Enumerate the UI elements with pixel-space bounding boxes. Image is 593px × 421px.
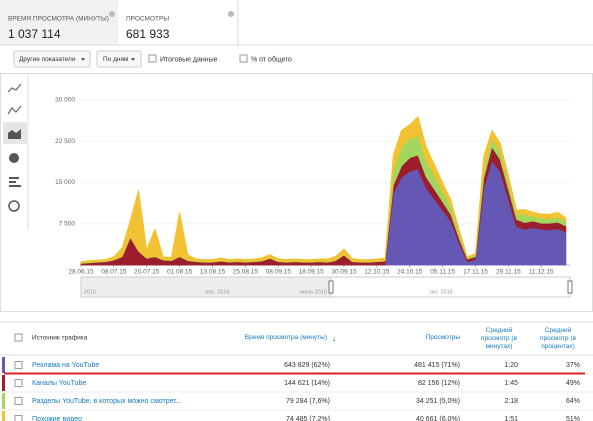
table-cell: 79 284 (7,6%) [286, 398, 330, 405]
metric-label: ПРОСМОТРЫ [126, 16, 169, 23]
multi-line-icon[interactable] [7, 105, 22, 115]
bar-chart-icon[interactable] [9, 177, 21, 187]
y-tick-label: 22 500 [55, 138, 75, 145]
y-tick-label: 30 000 [55, 97, 75, 104]
table-cell: 82 156 (12%) [418, 380, 460, 387]
y-tick-label: 15 000 [55, 179, 75, 186]
help-icon[interactable] [228, 11, 234, 17]
navigator-label: июль 2015 [300, 289, 327, 295]
table-cell: 74 485 (7,2%) [286, 416, 330, 421]
x-tick-label: 05.11.15 [430, 269, 455, 276]
metric-card-selected[interactable] [0, 0, 118, 45]
table-header[interactable]: Время просмотра (минуты) [244, 334, 327, 341]
x-tick-label: 18.09.15 [298, 269, 324, 276]
navigator-label: окт. 2015 [430, 289, 453, 295]
navigator-label: апр. 2015 [205, 289, 229, 295]
row-color [2, 375, 5, 391]
x-tick-label: 28.06.15 [68, 269, 94, 276]
metric-value: 681 933 [126, 27, 170, 41]
table-cell: 1:51 [504, 416, 518, 421]
table-cell: 481 415 (71%) [414, 362, 460, 369]
table-header[interactable]: Просмотры [425, 334, 460, 341]
source-link[interactable]: Похожие видео [32, 416, 82, 421]
x-tick-label: 08.07.15 [101, 269, 127, 276]
source-link[interactable]: Реклама на YouTube [32, 362, 99, 369]
navigator-handle[interactable] [567, 280, 573, 294]
checkbox[interactable] [14, 415, 23, 421]
navigator-label: 2015 [84, 289, 96, 295]
area [80, 116, 567, 264]
x-tick-label: 17.11.15 [463, 269, 488, 276]
table-cell: 64% [566, 398, 580, 405]
metric-label: ВРЕМЯ ПРОСМОТРА (МИНУТЫ) [8, 16, 109, 23]
x-tick-label: 11.12.15 [529, 269, 554, 276]
checkbox[interactable] [239, 54, 248, 63]
x-tick-label: 01.08.15 [167, 269, 193, 276]
dropdown-arrow [81, 58, 85, 61]
checkbox-label: Итоговые данные [160, 56, 218, 63]
dropdown-label: По дням [103, 56, 129, 63]
checkbox-label: % от общего [251, 55, 292, 63]
table-cell: 643 829 (62%) [284, 362, 330, 369]
row-color [2, 393, 5, 409]
metric-value: 1 037 114 [8, 27, 61, 41]
table-cell: 40 661 (6,0%) [416, 416, 460, 421]
area-chart-icon[interactable] [8, 129, 21, 139]
x-tick-label: 25.08.15 [233, 269, 259, 276]
table-cell: 1:20 [504, 362, 518, 369]
x-tick-label: 12.10.15 [364, 269, 390, 276]
table-cell: 37% [566, 362, 580, 369]
source-link[interactable]: Каналы YouTube [32, 380, 86, 387]
pie-chart-icon[interactable] [9, 153, 19, 163]
help-icon[interactable] [109, 11, 115, 17]
x-tick-label: 24.10.15 [397, 269, 423, 276]
source-link[interactable]: Разделы YouTube, в которых можно смотрет… [32, 398, 182, 405]
x-tick-label: 13.08.15 [200, 269, 226, 276]
checkbox[interactable] [14, 333, 23, 342]
checkbox[interactable] [14, 397, 23, 405]
table-cell: 34 251 (5,0%) [416, 398, 460, 405]
checkbox[interactable] [14, 379, 23, 387]
table-cell: 2:18 [504, 398, 518, 405]
table-header[interactable]: Средний просмотр (в процентах) [540, 327, 576, 350]
x-tick-label: 08.09.15 [266, 269, 292, 276]
map-icon[interactable] [8, 200, 20, 212]
x-tick-label: 20.07.15 [134, 269, 160, 276]
sort-arrow[interactable]: ↓ [332, 334, 336, 343]
period-dropdown[interactable] [96, 50, 142, 68]
table-header[interactable]: Средний просмотр (в минутах) [481, 327, 517, 350]
x-tick-label: 29.11.15 [496, 269, 521, 276]
checkbox[interactable] [14, 361, 23, 369]
table-body: Реклама на YouTube 643 829 (62%) 481 415 (… [0, 357, 593, 421]
chart: 7 500 15 000 22 500 30 000 28.06.15 08.07.15 2… [55, 97, 570, 295]
navigator-handle[interactable] [328, 280, 334, 294]
table-cell: 1:45 [504, 380, 518, 387]
x-tick-label: 30.09.15 [331, 269, 357, 276]
dropdown-label: Другие показатели [19, 56, 76, 63]
row-color [2, 411, 5, 421]
table-cell: 49% [566, 380, 580, 387]
metric-dropdown[interactable] [13, 50, 91, 68]
dropdown-arrow [131, 58, 135, 61]
line-chart-icon[interactable] [7, 83, 22, 93]
row-color [2, 357, 5, 373]
table-header: Источник трафика [32, 335, 88, 342]
checkbox[interactable] [148, 54, 157, 63]
y-tick-label: 7 500 [59, 220, 76, 227]
table-cell: 51% [566, 416, 580, 421]
table-cell: 144 621 (14%) [284, 380, 330, 387]
